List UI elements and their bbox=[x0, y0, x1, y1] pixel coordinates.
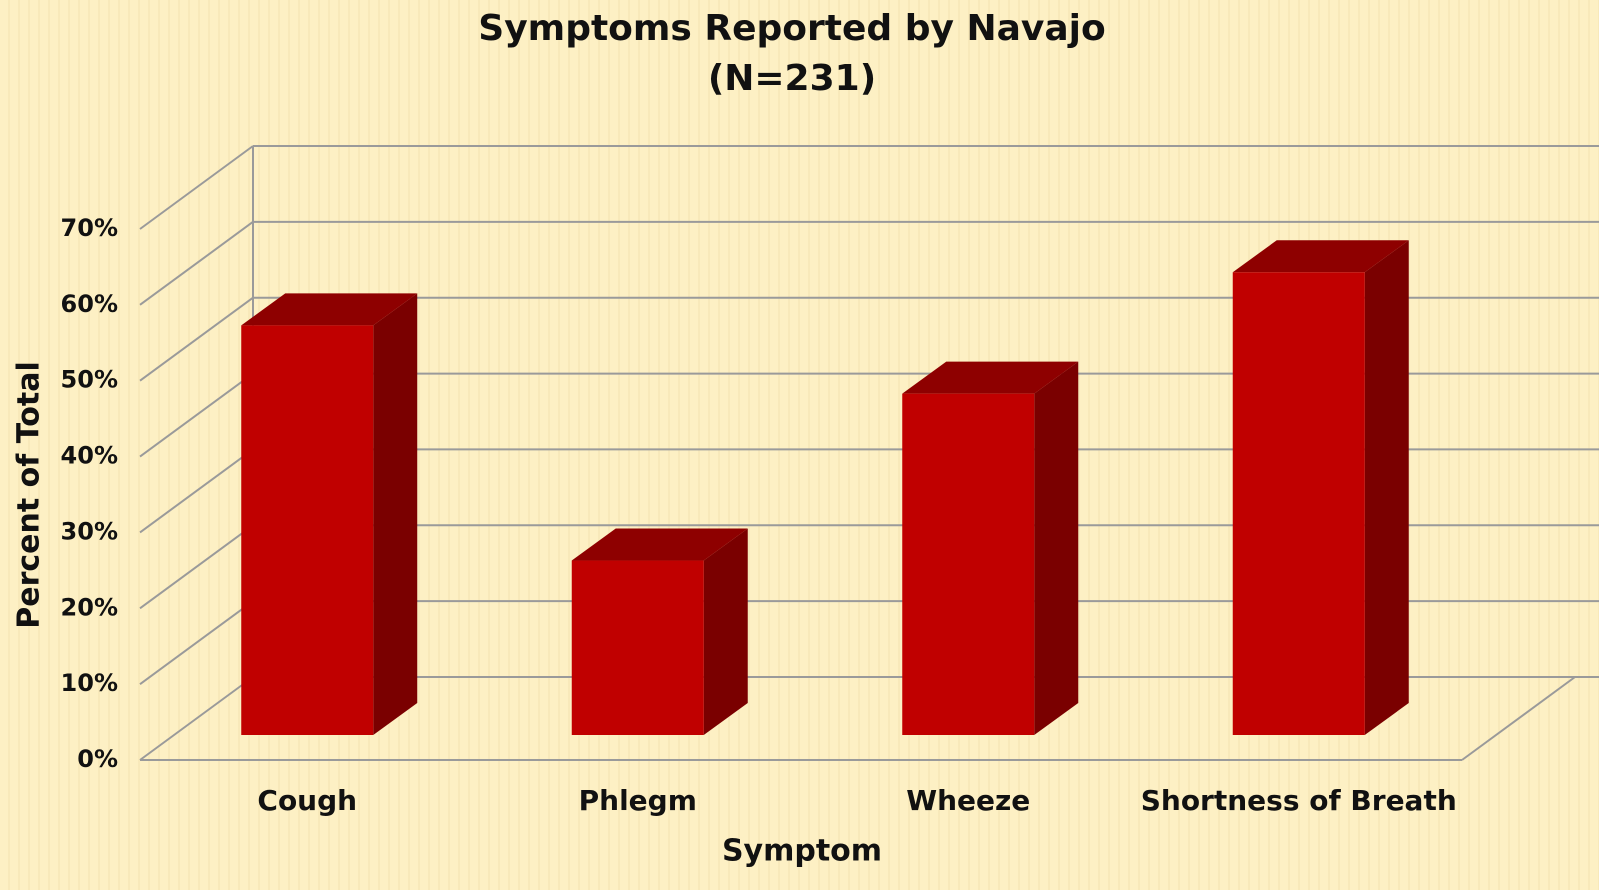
bar bbox=[571, 560, 704, 735]
bar-side bbox=[703, 528, 748, 735]
y-tick-label: 50% bbox=[61, 366, 118, 394]
y-tick-label: 20% bbox=[61, 593, 118, 621]
grid-line bbox=[139, 145, 254, 230]
x-tick-label: Cough bbox=[257, 784, 357, 817]
y-axis-title: Percent of Total bbox=[12, 361, 47, 628]
bar-side bbox=[1364, 240, 1409, 735]
chart-title: Symptoms Reported by Navajo bbox=[478, 8, 1105, 49]
grid-line bbox=[139, 600, 254, 685]
x-tick-label: Wheeze bbox=[906, 784, 1030, 817]
bar-top bbox=[902, 361, 1079, 394]
grid-line bbox=[139, 221, 254, 306]
y-tick-label: 0% bbox=[77, 745, 118, 773]
bar-top bbox=[571, 528, 748, 561]
x-tick-label: Phlegm bbox=[579, 784, 697, 817]
y-tick-label: 60% bbox=[61, 290, 118, 318]
bar-top bbox=[241, 293, 418, 326]
grid-line bbox=[139, 448, 254, 534]
grid-line bbox=[139, 296, 254, 382]
bar bbox=[902, 393, 1035, 735]
bar bbox=[241, 325, 374, 735]
grid-line bbox=[139, 524, 254, 610]
bar-top bbox=[1232, 240, 1409, 273]
grid-line bbox=[139, 372, 254, 458]
chart-subtitle: (N=231) bbox=[708, 58, 876, 99]
y-tick-label: 10% bbox=[61, 669, 118, 697]
grid-line bbox=[139, 676, 254, 761]
x-axis-title: Symptom bbox=[722, 834, 882, 869]
x-tick-label: Shortness of Breath bbox=[1141, 784, 1457, 817]
bar-side bbox=[1034, 361, 1079, 735]
y-tick-label: 70% bbox=[61, 214, 118, 242]
floor-edge bbox=[1461, 676, 1576, 761]
bar-side bbox=[373, 293, 418, 735]
y-tick-label: 40% bbox=[61, 442, 118, 470]
y-tick-label: 30% bbox=[61, 517, 118, 545]
bar bbox=[1232, 272, 1365, 735]
